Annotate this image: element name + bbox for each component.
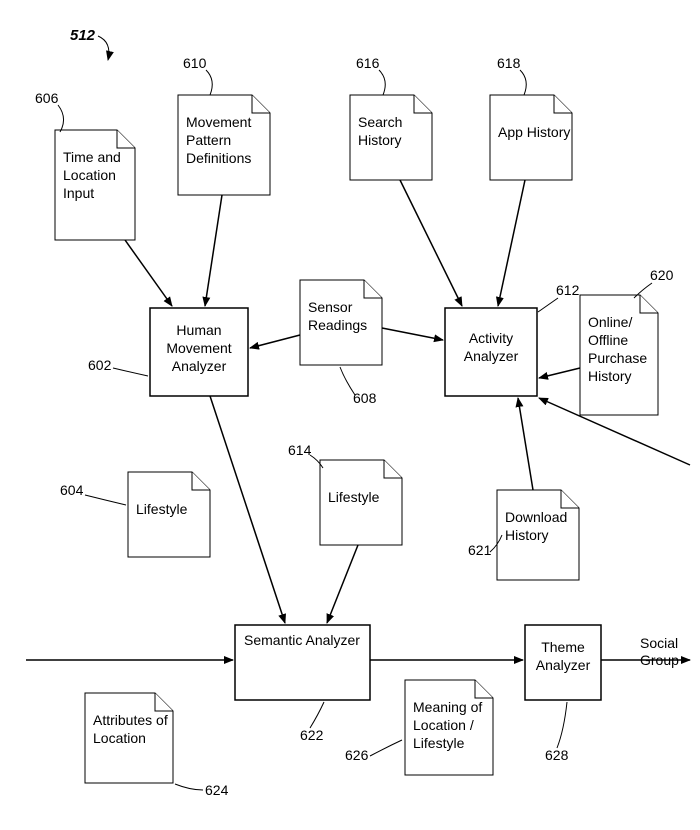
refnum-606: 606 bbox=[35, 90, 59, 106]
callout-606 bbox=[58, 105, 64, 132]
svg-text:History: History bbox=[505, 527, 549, 543]
callout-610 bbox=[206, 70, 212, 95]
refnum-604: 604 bbox=[60, 482, 84, 498]
box-activity-analyzer: Activity Analyzer bbox=[445, 308, 537, 396]
refnum-622: 622 bbox=[300, 727, 324, 743]
arrow-lifestyle-semantic bbox=[327, 545, 358, 623]
doc-sensorReadings: Sensor Readings bbox=[300, 280, 382, 365]
svg-text:Analyzer: Analyzer bbox=[464, 348, 519, 364]
doc-lifestyle614: Lifestyle bbox=[320, 460, 402, 545]
svg-text:Analyzer: Analyzer bbox=[172, 358, 227, 374]
svg-text:Lifestyle: Lifestyle bbox=[328, 489, 380, 505]
callout-616 bbox=[379, 70, 385, 95]
doc-onlineOffline: Online/Offline Purchase History bbox=[580, 295, 658, 415]
svg-text:Movement: Movement bbox=[186, 114, 251, 130]
refnum-608: 608 bbox=[353, 390, 377, 406]
refnum-621: 621 bbox=[468, 542, 492, 558]
svg-text:History: History bbox=[588, 368, 632, 384]
callout-622 bbox=[310, 702, 324, 728]
svg-text:Activity: Activity bbox=[469, 330, 513, 346]
svg-text:Attributes of: Attributes of bbox=[93, 712, 168, 728]
svg-text:Movement: Movement bbox=[166, 340, 231, 356]
arrow-sensor-hma bbox=[250, 335, 300, 348]
callout-624 bbox=[175, 784, 203, 790]
svg-text:Analyzer: Analyzer bbox=[536, 657, 591, 673]
svg-text:Purchase: Purchase bbox=[588, 350, 647, 366]
doc-timeLocation: Time and Location Input bbox=[55, 130, 135, 240]
callout-628 bbox=[557, 702, 567, 748]
svg-text:Meaning of: Meaning of bbox=[413, 699, 482, 715]
arrow-app-activity bbox=[498, 180, 525, 306]
svg-text:Search: Search bbox=[358, 114, 402, 130]
svg-text:Download: Download bbox=[505, 509, 567, 525]
output-label-2: Group bbox=[640, 652, 679, 668]
figure-ref: 512 bbox=[70, 27, 96, 44]
svg-text:Input: Input bbox=[63, 185, 94, 201]
refnum-602: 602 bbox=[88, 357, 112, 373]
arrow-search-activity bbox=[400, 180, 462, 306]
doc-lifestyle604: Lifestyle bbox=[128, 472, 210, 557]
doc-appHistory: App History bbox=[490, 95, 572, 180]
svg-text:Theme: Theme bbox=[541, 639, 585, 655]
doc-meaningLoc: Meaning of Location / Lifestyle bbox=[405, 680, 493, 775]
doc-searchHistory: Search History bbox=[350, 95, 432, 180]
refnum-610: 610 bbox=[183, 55, 207, 71]
box-theme-analyzer: Theme Analyzer bbox=[525, 625, 601, 700]
svg-text:Semantic Analyzer: Semantic Analyzer bbox=[244, 632, 360, 648]
svg-text:History: History bbox=[358, 132, 402, 148]
doc-movementPattern: Movement Pattern Definitions bbox=[178, 95, 270, 195]
arrow-movepat-hma bbox=[205, 195, 222, 306]
svg-text:Online/: Online/ bbox=[588, 314, 632, 330]
svg-text:Sensor: Sensor bbox=[308, 299, 353, 315]
refnum-618: 618 bbox=[497, 55, 521, 71]
figure-ref-arrow bbox=[98, 36, 109, 60]
refnum-624: 624 bbox=[205, 782, 229, 798]
callout-604 bbox=[85, 495, 126, 505]
svg-text:Human: Human bbox=[176, 322, 221, 338]
arrow-download-activity bbox=[518, 398, 533, 490]
svg-text:Offline: Offline bbox=[588, 332, 628, 348]
svg-text:Time and: Time and bbox=[63, 149, 121, 165]
arrow-sensor-activity bbox=[382, 328, 443, 340]
svg-text:Readings: Readings bbox=[308, 317, 367, 333]
arrow-timeloc-hma bbox=[125, 240, 172, 306]
callout-618 bbox=[520, 70, 526, 95]
svg-text:Pattern: Pattern bbox=[186, 132, 231, 148]
callout-626 bbox=[370, 740, 402, 756]
svg-text:Definitions: Definitions bbox=[186, 150, 251, 166]
svg-text:Location: Location bbox=[63, 167, 116, 183]
box-human-movement-analyzer: Human Movement Analyzer bbox=[150, 308, 248, 396]
box-semantic-analyzer: Semantic Analyzer bbox=[235, 625, 370, 700]
refnum-626: 626 bbox=[345, 747, 369, 763]
svg-text:Lifestyle: Lifestyle bbox=[413, 735, 465, 751]
refnum-616: 616 bbox=[356, 55, 380, 71]
svg-text:Lifestyle: Lifestyle bbox=[136, 501, 188, 517]
refnum-620: 620 bbox=[650, 267, 674, 283]
output-label-1: Social bbox=[640, 635, 678, 651]
callout-612 bbox=[538, 298, 558, 312]
arrow-purchase-activity bbox=[539, 368, 580, 378]
svg-text:Location: Location bbox=[93, 730, 146, 746]
doc-downloadHistory: Download History bbox=[497, 490, 579, 580]
svg-text:App History: App History bbox=[498, 124, 570, 140]
callout-602 bbox=[113, 368, 148, 376]
refnum-612: 612 bbox=[556, 282, 580, 298]
callout-620 bbox=[634, 283, 652, 298]
refnum-628: 628 bbox=[545, 747, 569, 763]
refnum-614: 614 bbox=[288, 442, 312, 458]
arrow-hma-semantic bbox=[210, 396, 285, 623]
svg-text:Location /: Location / bbox=[413, 717, 474, 733]
doc-attributesLoc: Attributes of Location bbox=[85, 693, 173, 783]
